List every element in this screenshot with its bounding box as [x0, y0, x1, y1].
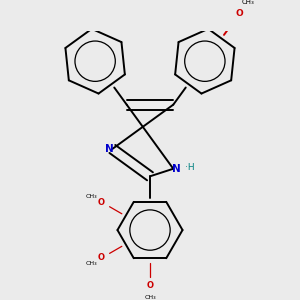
- Text: CH₃: CH₃: [242, 0, 254, 5]
- Text: ·H: ·H: [185, 163, 195, 172]
- Text: CH₃: CH₃: [144, 295, 156, 300]
- Text: O: O: [98, 198, 105, 207]
- Text: CH₃: CH₃: [86, 194, 98, 199]
- Text: N: N: [172, 164, 181, 174]
- Text: CH₃: CH₃: [86, 261, 98, 266]
- Text: N: N: [105, 144, 114, 154]
- Text: O: O: [146, 281, 154, 290]
- Text: O: O: [236, 9, 244, 18]
- Text: O: O: [98, 254, 105, 262]
